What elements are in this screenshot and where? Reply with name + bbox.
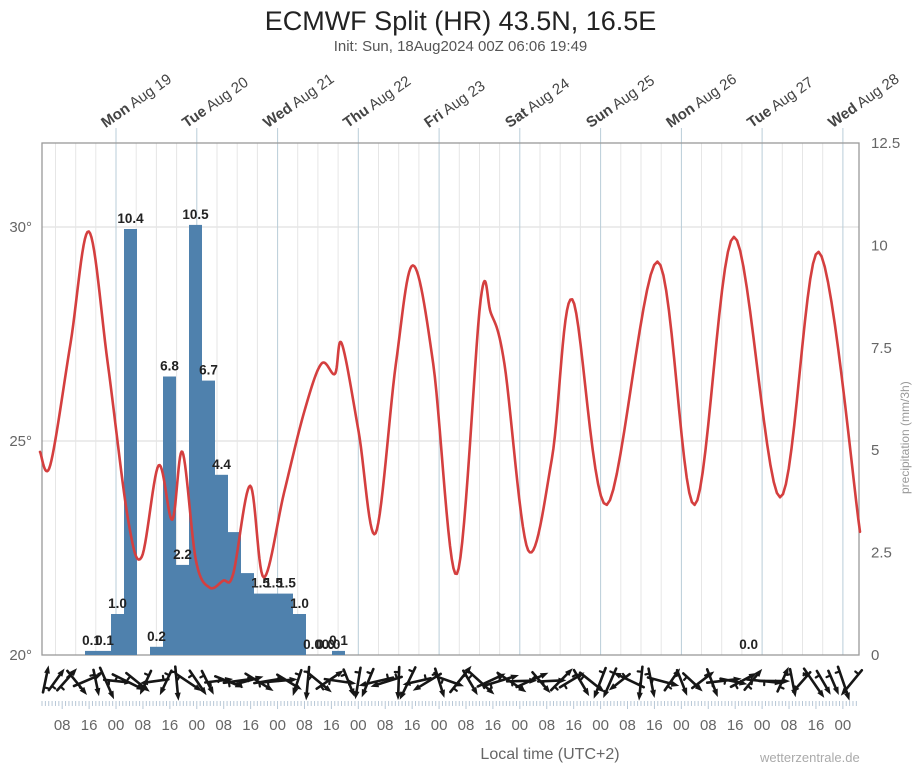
svg-text:16: 16 [808, 717, 825, 734]
svg-text:16: 16 [162, 717, 179, 734]
svg-text:0.0: 0.0 [739, 637, 758, 652]
svg-text:5: 5 [871, 442, 879, 459]
svg-text:08: 08 [458, 717, 475, 734]
svg-text:10.4: 10.4 [117, 211, 144, 226]
svg-text:0.2: 0.2 [147, 629, 166, 644]
svg-text:08: 08 [700, 717, 717, 734]
svg-text:2.5: 2.5 [871, 545, 892, 562]
svg-text:16: 16 [646, 717, 663, 734]
svg-text:1.0: 1.0 [108, 596, 127, 611]
svg-text:16: 16 [565, 717, 582, 734]
svg-text:16: 16 [485, 717, 502, 734]
svg-text:08: 08 [781, 717, 798, 734]
svg-text:00: 00 [511, 717, 528, 734]
svg-text:0: 0 [871, 647, 879, 664]
svg-text:08: 08 [377, 717, 394, 734]
svg-text:08: 08 [54, 717, 71, 734]
svg-text:1.5: 1.5 [277, 576, 296, 591]
svg-text:0.1: 0.1 [95, 633, 114, 648]
svg-text:6.8: 6.8 [160, 359, 179, 374]
svg-text:08: 08 [538, 717, 555, 734]
svg-text:00: 00 [431, 717, 448, 734]
svg-text:4.4: 4.4 [212, 457, 231, 472]
svg-text:00: 00 [269, 717, 286, 734]
svg-text:00: 00 [754, 717, 771, 734]
svg-text:00: 00 [835, 717, 852, 734]
svg-text:16: 16 [404, 717, 421, 734]
svg-text:00: 00 [592, 717, 609, 734]
svg-text:08: 08 [619, 717, 636, 734]
svg-text:6.7: 6.7 [199, 363, 218, 378]
svg-text:00: 00 [673, 717, 690, 734]
svg-text:2.2: 2.2 [173, 547, 192, 562]
svg-text:08: 08 [296, 717, 313, 734]
svg-text:25°: 25° [9, 433, 32, 450]
svg-text:7.5: 7.5 [871, 340, 892, 357]
svg-text:30°: 30° [9, 219, 32, 236]
svg-text:16: 16 [323, 717, 340, 734]
svg-text:16: 16 [727, 717, 744, 734]
svg-text:0.0: 0.0 [322, 637, 341, 652]
svg-text:00: 00 [350, 717, 367, 734]
svg-text:10: 10 [871, 237, 888, 254]
svg-text:08: 08 [215, 717, 232, 734]
svg-text:16: 16 [242, 717, 259, 734]
svg-text:16: 16 [81, 717, 98, 734]
svg-text:00: 00 [188, 717, 205, 734]
svg-text:08: 08 [135, 717, 152, 734]
svg-text:1.0: 1.0 [290, 596, 309, 611]
svg-text:12.5: 12.5 [871, 135, 900, 152]
svg-text:10.5: 10.5 [182, 207, 209, 222]
svg-text:00: 00 [108, 717, 125, 734]
svg-text:20°: 20° [9, 647, 32, 664]
